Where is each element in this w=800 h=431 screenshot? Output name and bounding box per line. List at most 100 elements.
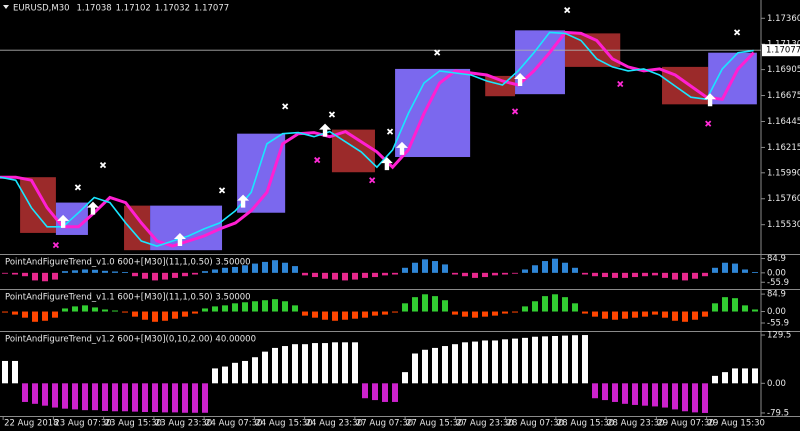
y-tick-label: 1.15760 <box>767 194 800 204</box>
current-price-box <box>762 44 800 57</box>
histogram-bar <box>192 311 198 314</box>
buy-arrow <box>57 214 70 228</box>
histogram-bar <box>402 303 408 312</box>
histogram-bar <box>732 263 738 273</box>
histogram-bar <box>512 338 518 384</box>
foreground-layer: 1.173601.171301.169051.166751.164451.162… <box>0 7 800 429</box>
signal-cross <box>52 241 60 249</box>
histogram-bar <box>172 272 178 278</box>
histogram-bar <box>102 383 108 411</box>
indicator-title: PointAndFigureTrend_v1.1 600+[M30](11,1,… <box>5 293 251 303</box>
histogram-bar <box>32 311 38 322</box>
histogram-bar <box>712 267 718 273</box>
y-tick-label: 84.9 <box>767 290 786 300</box>
histogram-bar <box>172 311 178 319</box>
y-tick-label: 0.00 <box>767 379 786 389</box>
histogram-bar <box>212 368 218 384</box>
histogram-bar <box>52 383 58 408</box>
ohlc-value: 1.17038 <box>77 3 112 13</box>
histogram-bar <box>282 262 288 273</box>
y-tick-label: 129.5 <box>767 331 791 341</box>
histogram-bar <box>462 272 468 277</box>
histogram-bar <box>392 383 398 402</box>
histogram-bar <box>312 272 318 278</box>
histogram-bar <box>712 375 718 384</box>
y-tick-label: 1.16905 <box>767 65 800 75</box>
histogram-bar <box>302 272 308 276</box>
histogram-bar <box>182 272 188 277</box>
histogram-bar <box>92 383 98 411</box>
y-tick-label: 1.15990 <box>767 168 800 178</box>
y-tick-label: 84.9 <box>767 254 786 264</box>
buy-arrow <box>173 233 186 247</box>
current-price-label: 1.17077 <box>766 46 800 56</box>
histogram-bar <box>232 266 238 273</box>
histogram-bar <box>492 272 498 276</box>
histogram-bar <box>572 335 578 384</box>
histogram-bar <box>362 272 368 278</box>
histogram-bar <box>702 311 708 317</box>
histogram-bar <box>732 298 738 312</box>
histogram-bar <box>62 308 68 312</box>
histogram-bar <box>162 383 168 413</box>
histogram-bar <box>502 311 508 314</box>
histogram-bar <box>262 261 268 273</box>
histogram-bar <box>262 300 268 312</box>
histogram-bar <box>602 311 608 319</box>
buy-arrow <box>395 141 408 155</box>
histogram-bar <box>302 344 308 384</box>
histogram-bar <box>542 261 548 273</box>
histogram-bar <box>562 335 568 384</box>
histogram-bar <box>592 311 598 317</box>
histogram-bar <box>632 383 638 405</box>
y-tick-label: 1.15530 <box>767 220 800 230</box>
histogram-bar <box>62 383 68 409</box>
histogram-bar <box>512 272 518 274</box>
histogram-bar <box>472 272 478 278</box>
x-tick-label: 29 Aug 15:30 <box>708 419 765 429</box>
histogram-bar <box>302 311 308 316</box>
histogram-bar <box>672 272 678 280</box>
histogram-bar <box>412 297 418 312</box>
histogram-bar <box>142 383 148 413</box>
histogram-bar <box>592 383 598 399</box>
histogram-bar <box>722 372 728 384</box>
histogram-bar <box>22 383 28 402</box>
y-tick-label: 1.16215 <box>767 143 800 153</box>
histogram-bar <box>312 343 318 384</box>
histogram-bar <box>22 272 28 277</box>
histogram-bar <box>112 310 118 312</box>
histogram-bar <box>692 383 698 413</box>
histogram-bar <box>62 271 68 273</box>
y-tick-label: -79.5 <box>767 408 789 418</box>
signal-cross <box>564 7 571 14</box>
histogram-bar <box>82 305 88 312</box>
signal-cross <box>328 111 336 118</box>
histogram-bar <box>722 297 728 312</box>
histogram-bar <box>282 301 288 312</box>
histogram-bar <box>172 383 178 413</box>
histogram-bar <box>242 360 248 384</box>
histogram-bar <box>72 383 78 410</box>
x-tick-label: 28 Aug 07:30 <box>507 419 564 429</box>
x-tick-label: 23 Aug 15:30 <box>105 419 162 429</box>
histogram-bar <box>72 270 78 273</box>
histogram-bar <box>2 272 8 274</box>
histogram-bar <box>2 360 8 384</box>
histogram-bar <box>52 272 58 280</box>
indicator-title: PointAndFigureTrend_v1.0 600+[M30](11,1,… <box>5 258 251 268</box>
histogram-bar <box>482 340 488 384</box>
histogram-bar <box>352 272 358 280</box>
histogram-bar <box>442 346 448 384</box>
histogram-bar <box>682 272 688 281</box>
histogram-bar <box>632 311 638 318</box>
x-tick-label: 22 Aug 2018 <box>4 419 58 429</box>
buy-arrow <box>380 157 393 171</box>
histogram-bar <box>12 360 18 384</box>
indicator-line <box>0 30 755 248</box>
x-tick-label: 24 Aug 23:30 <box>306 419 363 429</box>
histogram-bar <box>452 344 458 384</box>
menu-triangle[interactable] <box>3 5 9 9</box>
histogram-bar <box>212 269 218 273</box>
histogram-bar <box>92 269 98 273</box>
